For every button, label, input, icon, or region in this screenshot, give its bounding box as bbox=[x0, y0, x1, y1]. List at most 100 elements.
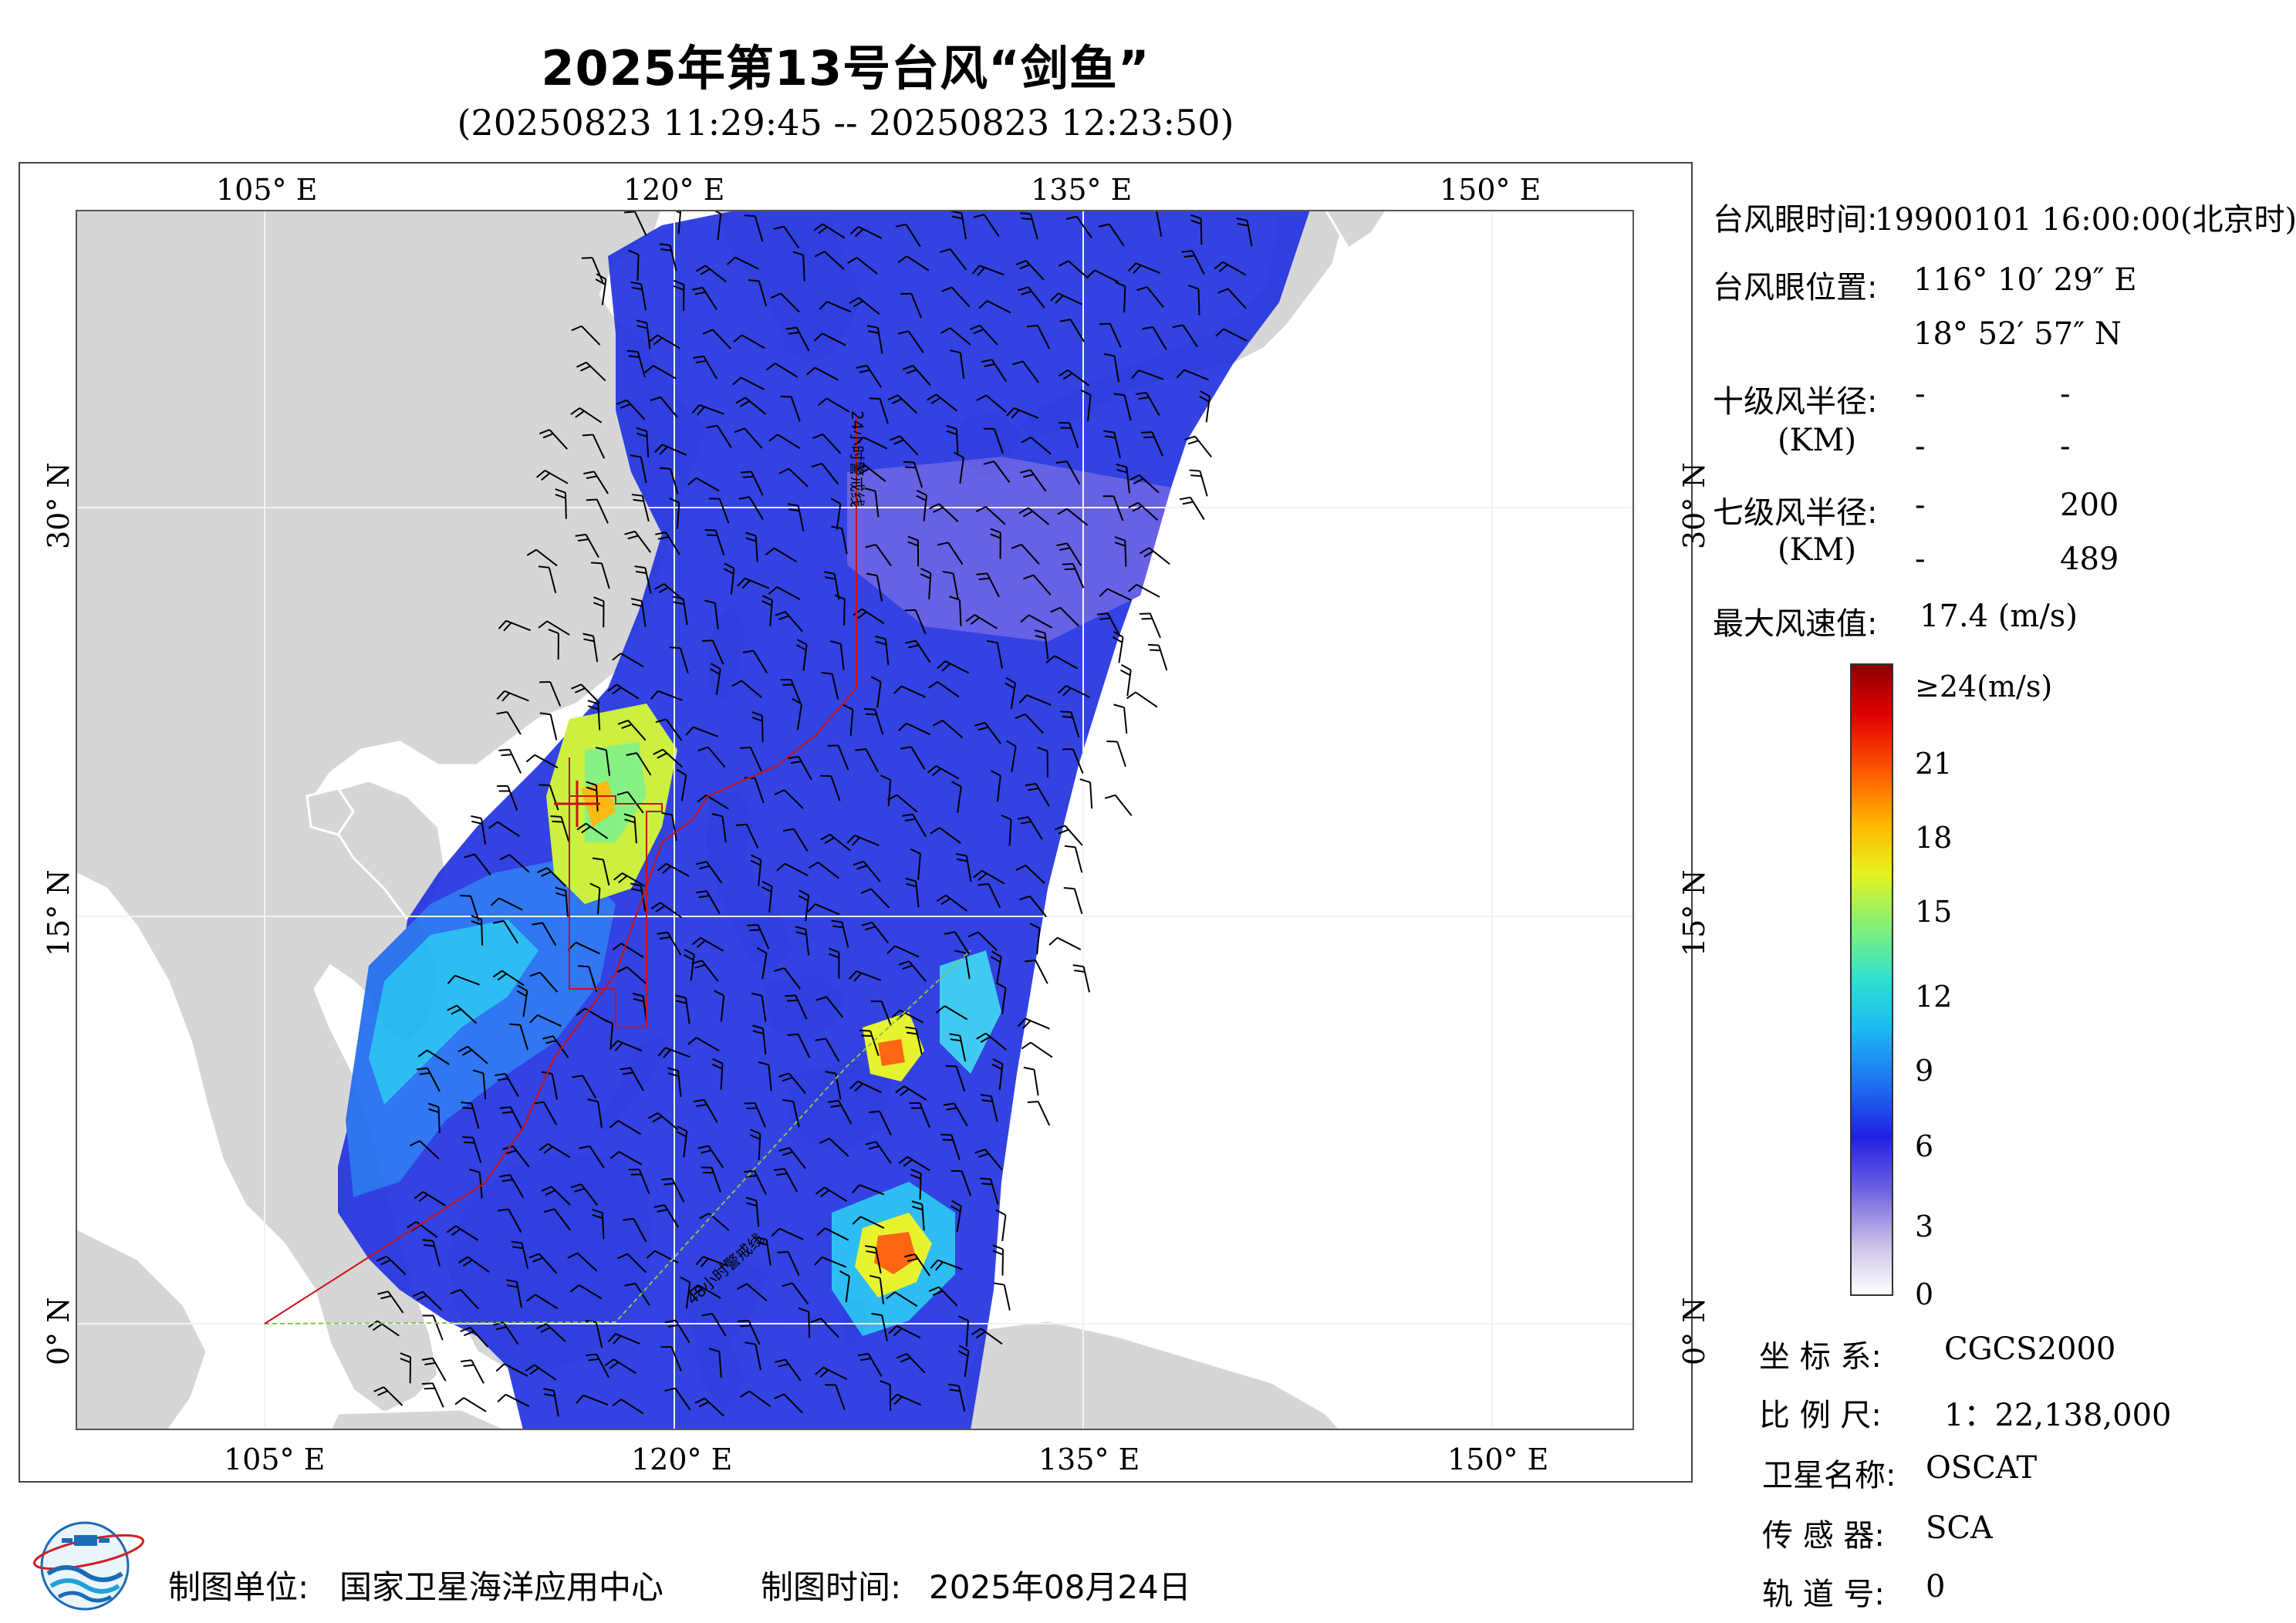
wind-barb bbox=[785, 1358, 802, 1382]
wind-barb-feather bbox=[657, 752, 667, 759]
wind-barb-feather bbox=[570, 1183, 582, 1189]
wind-barb-feather bbox=[806, 366, 815, 376]
wind-barb bbox=[841, 922, 849, 948]
wind-barb bbox=[616, 683, 640, 700]
wind-barb-feather bbox=[869, 397, 880, 400]
wind-barb-feather bbox=[745, 537, 757, 542]
wind-barb bbox=[706, 890, 721, 914]
wind-barb bbox=[792, 1282, 809, 1305]
wind-barb bbox=[824, 1186, 848, 1203]
wind-barb-feather bbox=[529, 1367, 540, 1375]
wind-barb-feather bbox=[977, 883, 989, 886]
wind-barb bbox=[783, 1393, 803, 1414]
wind-barb bbox=[662, 444, 687, 456]
wind-barb bbox=[674, 1388, 691, 1411]
legend-label: 3 bbox=[1915, 1210, 1934, 1243]
wind-barb-feather bbox=[407, 1221, 417, 1229]
wind-barb-feather bbox=[447, 975, 456, 984]
wind-barb-feather bbox=[991, 950, 1002, 958]
wind-barb bbox=[874, 709, 884, 735]
wind-barb-feather bbox=[761, 595, 773, 601]
footer-date-value: 2025年08月24日 bbox=[929, 1568, 1191, 1606]
wind-barb-feather bbox=[458, 1256, 468, 1264]
wind-barb-feather bbox=[787, 1033, 799, 1036]
wind-barb bbox=[657, 334, 681, 349]
wind-barb-feather bbox=[587, 700, 599, 705]
wind-barb bbox=[785, 611, 803, 633]
wind-barb bbox=[875, 1141, 892, 1164]
wind-barb-feather bbox=[464, 853, 475, 859]
wind-barb-feather bbox=[424, 1244, 435, 1247]
wind-barb-feather bbox=[586, 781, 597, 786]
wind-barb bbox=[1113, 432, 1121, 458]
wind-barb bbox=[589, 1146, 605, 1169]
wind-barb bbox=[653, 365, 677, 380]
page-subtitle: (20250823 11:29:45 -- 20250823 12:23:50) bbox=[457, 102, 1234, 143]
wind-barb-feather bbox=[935, 1261, 944, 1271]
wind-barb-feather bbox=[694, 1397, 705, 1404]
wind-barb-feather bbox=[971, 265, 981, 275]
wind-barb-feather bbox=[743, 1169, 755, 1173]
wind-barb-feather bbox=[1022, 1020, 1032, 1030]
wind-barb-feather bbox=[1037, 746, 1048, 752]
wind-barb bbox=[703, 1256, 728, 1267]
wind-barb-feather bbox=[502, 1145, 514, 1150]
wind-barb-feather bbox=[586, 1353, 597, 1357]
wind-barb bbox=[788, 1072, 807, 1095]
wind-barb bbox=[626, 1253, 647, 1274]
wind-barb-feather bbox=[810, 1318, 822, 1324]
wind-barb bbox=[863, 861, 881, 882]
wind-barb-feather bbox=[586, 498, 597, 501]
wind-barb bbox=[716, 425, 732, 448]
wind-barb bbox=[670, 468, 679, 494]
wind-barb-feather bbox=[950, 210, 962, 214]
wind-barb bbox=[690, 954, 695, 981]
wind-barb-feather bbox=[1141, 431, 1153, 434]
wind-barb-feather bbox=[1025, 782, 1036, 787]
wind-barb-feather bbox=[866, 1250, 877, 1254]
wind-barb bbox=[977, 931, 998, 951]
wind-barb bbox=[914, 1254, 930, 1277]
wind-barb-feather bbox=[893, 1395, 903, 1405]
wind-barb-feather bbox=[905, 1026, 917, 1030]
wind-barb-feather bbox=[1113, 393, 1125, 396]
wind-barb-feather bbox=[586, 475, 597, 479]
wind-barb-feather bbox=[669, 646, 681, 650]
satellite-value: OSCAT bbox=[1926, 1450, 2038, 1486]
wind-barb-feather bbox=[588, 1358, 599, 1361]
wind-barb bbox=[626, 966, 648, 985]
wind-barb bbox=[783, 1168, 799, 1193]
wind-barb bbox=[504, 1363, 528, 1377]
wind-barb bbox=[758, 1133, 761, 1160]
wind-barb-feather bbox=[704, 599, 716, 604]
wind-barb-feather bbox=[980, 1094, 992, 1098]
wind-barb-feather bbox=[765, 547, 775, 556]
wind-barb-feather bbox=[612, 1399, 622, 1407]
wind-barb-feather bbox=[697, 795, 707, 803]
wind-barb-feather bbox=[1019, 469, 1032, 474]
wind-barb bbox=[539, 1253, 558, 1274]
wind-barb-feather bbox=[751, 854, 761, 861]
wind-barb-feather bbox=[636, 427, 647, 433]
wind-barb-feather bbox=[928, 681, 938, 689]
wind-barb-feather bbox=[667, 1072, 679, 1078]
wind-barb bbox=[657, 1112, 679, 1131]
wind-barb-feather bbox=[585, 1320, 596, 1324]
wind-barb-feather bbox=[829, 640, 841, 645]
wind-barb bbox=[1001, 1249, 1004, 1276]
wind-barb bbox=[471, 1359, 485, 1384]
wind-barb-feather bbox=[657, 1047, 667, 1057]
wind-barb bbox=[1025, 1017, 1050, 1030]
wind-barb bbox=[1044, 633, 1049, 660]
wind-barb-feather bbox=[685, 726, 694, 736]
wind-barb bbox=[1124, 540, 1127, 567]
wind-barb bbox=[761, 995, 767, 1022]
wind-barb-feather bbox=[1021, 436, 1032, 444]
wind-barb bbox=[858, 297, 880, 315]
wind-barb bbox=[919, 1102, 930, 1128]
wind-barb-feather bbox=[609, 1040, 619, 1050]
wind-barb-feather bbox=[492, 970, 503, 978]
wind-barb-feather bbox=[774, 1393, 785, 1399]
wind-barb bbox=[761, 1028, 767, 1055]
wind-barb-feather bbox=[650, 396, 661, 402]
